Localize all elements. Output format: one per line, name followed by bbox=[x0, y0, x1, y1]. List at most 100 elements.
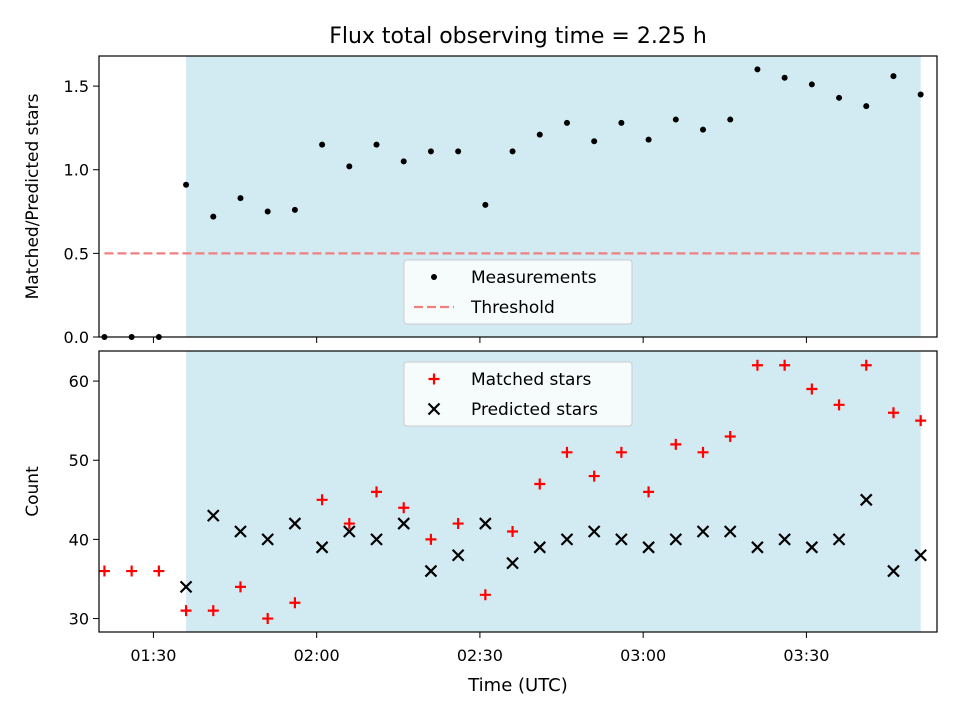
data-point bbox=[431, 274, 437, 280]
data-point bbox=[98, 565, 110, 577]
data-point bbox=[315, 541, 329, 554]
legend-label: Predicted stars bbox=[471, 400, 598, 420]
data-point bbox=[643, 486, 655, 498]
data-point bbox=[451, 548, 465, 562]
data-point bbox=[509, 148, 516, 155]
data-point bbox=[863, 103, 870, 110]
data-point bbox=[642, 541, 655, 554]
data-point bbox=[778, 533, 791, 546]
data-point bbox=[696, 525, 710, 538]
data-point bbox=[288, 517, 302, 530]
x-tick-label: 03:00 bbox=[620, 646, 666, 665]
data-point bbox=[615, 533, 628, 546]
data-point bbox=[289, 597, 301, 609]
data-point bbox=[833, 399, 845, 411]
data-point bbox=[180, 605, 192, 617]
data-point bbox=[210, 213, 217, 220]
data-point bbox=[914, 548, 927, 562]
data-point bbox=[346, 163, 353, 170]
data-point bbox=[917, 91, 924, 98]
y-tick-label: 1.5 bbox=[64, 77, 89, 96]
data-point bbox=[915, 415, 927, 427]
data-point bbox=[591, 138, 598, 145]
legend-label: Measurements bbox=[471, 268, 597, 288]
data-point bbox=[754, 66, 761, 73]
data-point bbox=[455, 148, 462, 155]
data-point bbox=[343, 525, 356, 538]
data-point bbox=[234, 581, 246, 593]
data-point bbox=[424, 564, 438, 578]
data-point bbox=[398, 502, 410, 514]
data-point bbox=[887, 564, 900, 578]
y-tick-label: 30 bbox=[69, 610, 89, 629]
data-point bbox=[806, 383, 818, 395]
data-point bbox=[727, 116, 734, 123]
data-point bbox=[534, 478, 546, 490]
data-point bbox=[645, 136, 652, 143]
data-point bbox=[425, 533, 437, 545]
legend-box bbox=[403, 361, 633, 427]
data-point bbox=[343, 518, 355, 530]
data-point bbox=[533, 541, 547, 554]
x-tick-label: 02:30 bbox=[457, 646, 503, 665]
top-panel: 0.0 0.5 1.0 1.5 Matched/Predicted stars Measu… bbox=[23, 55, 938, 347]
y-tick-label: 1.0 bbox=[64, 161, 89, 180]
data-point bbox=[588, 470, 600, 482]
y-axis-label: Matched/Predicted stars bbox=[23, 93, 43, 299]
data-point bbox=[781, 74, 788, 81]
data-point bbox=[400, 158, 407, 165]
x-tick-label: 02:00 bbox=[294, 646, 340, 665]
data-point bbox=[179, 580, 193, 594]
data-point bbox=[126, 565, 138, 577]
legend-label: Matched stars bbox=[471, 370, 591, 390]
data-point bbox=[206, 509, 220, 522]
data-point bbox=[261, 533, 274, 546]
y-tick-label: 40 bbox=[69, 530, 89, 549]
data-point bbox=[291, 206, 298, 213]
data-point bbox=[373, 141, 380, 148]
data-point bbox=[724, 430, 736, 442]
data-point bbox=[890, 73, 897, 80]
data-point bbox=[805, 541, 819, 554]
bottom-panel: 30 40 50 60 01:30 02:00 02:30 03:00 03:30 Count Ma… bbox=[23, 350, 938, 665]
legend: Matched stars Predicted stars bbox=[403, 361, 633, 427]
y-tick-label: 60 bbox=[69, 372, 89, 391]
data-point bbox=[670, 438, 682, 450]
data-point bbox=[427, 402, 441, 416]
data-point bbox=[697, 446, 709, 458]
x-axis-label: Time (UTC) bbox=[467, 675, 568, 696]
data-point bbox=[832, 533, 846, 546]
y-tick-label: 50 bbox=[69, 451, 89, 470]
data-point bbox=[397, 517, 411, 530]
data-point bbox=[808, 81, 815, 88]
data-point bbox=[479, 589, 491, 601]
data-point bbox=[751, 541, 764, 554]
data-point bbox=[860, 359, 872, 371]
data-point bbox=[319, 141, 326, 148]
data-point bbox=[751, 359, 763, 371]
data-point bbox=[506, 556, 519, 570]
data-point bbox=[615, 446, 627, 458]
data-point bbox=[452, 518, 464, 530]
data-point bbox=[836, 94, 843, 101]
data-point bbox=[153, 565, 165, 577]
data-point bbox=[587, 525, 601, 538]
data-point bbox=[427, 148, 434, 155]
x-tick-label: 01:30 bbox=[130, 646, 176, 665]
data-point bbox=[779, 359, 791, 371]
data-point bbox=[482, 201, 489, 208]
legend: Measurements Threshold bbox=[403, 259, 633, 325]
data-point bbox=[479, 517, 492, 530]
chart-title: Flux total observing time = 2.25 h bbox=[329, 24, 707, 49]
data-point bbox=[669, 533, 683, 546]
x-tick-label: 03:30 bbox=[783, 646, 829, 665]
data-point bbox=[560, 533, 574, 546]
data-point bbox=[183, 181, 190, 188]
legend-box bbox=[403, 259, 633, 325]
data-point bbox=[371, 486, 383, 498]
data-point bbox=[237, 195, 244, 202]
data-point bbox=[887, 407, 899, 419]
legend-label: Threshold bbox=[470, 298, 555, 318]
data-point bbox=[428, 373, 440, 385]
